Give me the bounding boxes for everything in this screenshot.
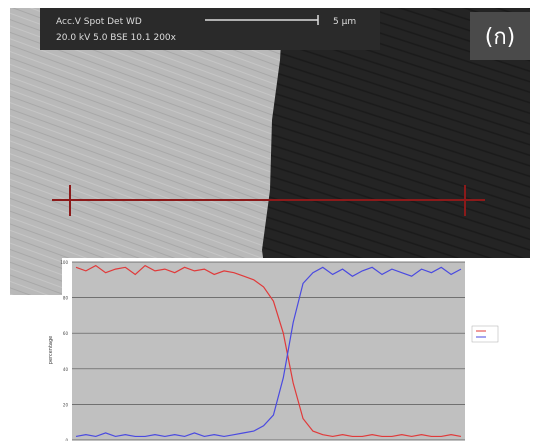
y-tick-label: 40 bbox=[63, 367, 69, 372]
y-tick-label: 20 bbox=[63, 402, 69, 407]
y-tick-label: 0 bbox=[65, 438, 68, 441]
y-tick-label: 100 bbox=[60, 260, 68, 265]
info-text: 20.0 kV 5.0 BSE 10.1 200x bbox=[56, 33, 177, 43]
sem-image: Acc.V Spot Det WD 20.0 kV 5.0 BSE 10.1 2… bbox=[10, 8, 530, 295]
label-box bbox=[470, 12, 530, 60]
data-line bbox=[75, 266, 462, 438]
scale-text: 5 µm bbox=[333, 17, 356, 27]
info-text: Acc.V Spot Det WD bbox=[56, 17, 142, 27]
legend bbox=[471, 325, 499, 343]
panel-label: (ก) bbox=[485, 25, 516, 50]
data-line bbox=[75, 264, 462, 438]
y-tick-label: 80 bbox=[63, 296, 69, 301]
y-axis-label: percentage bbox=[48, 336, 54, 364]
y-tick-label: 60 bbox=[63, 331, 69, 336]
line-scan-chart: percentage 0 20 40 60 80 100 bbox=[48, 258, 532, 441]
info-bar bbox=[40, 8, 380, 50]
plot-area bbox=[72, 262, 465, 440]
